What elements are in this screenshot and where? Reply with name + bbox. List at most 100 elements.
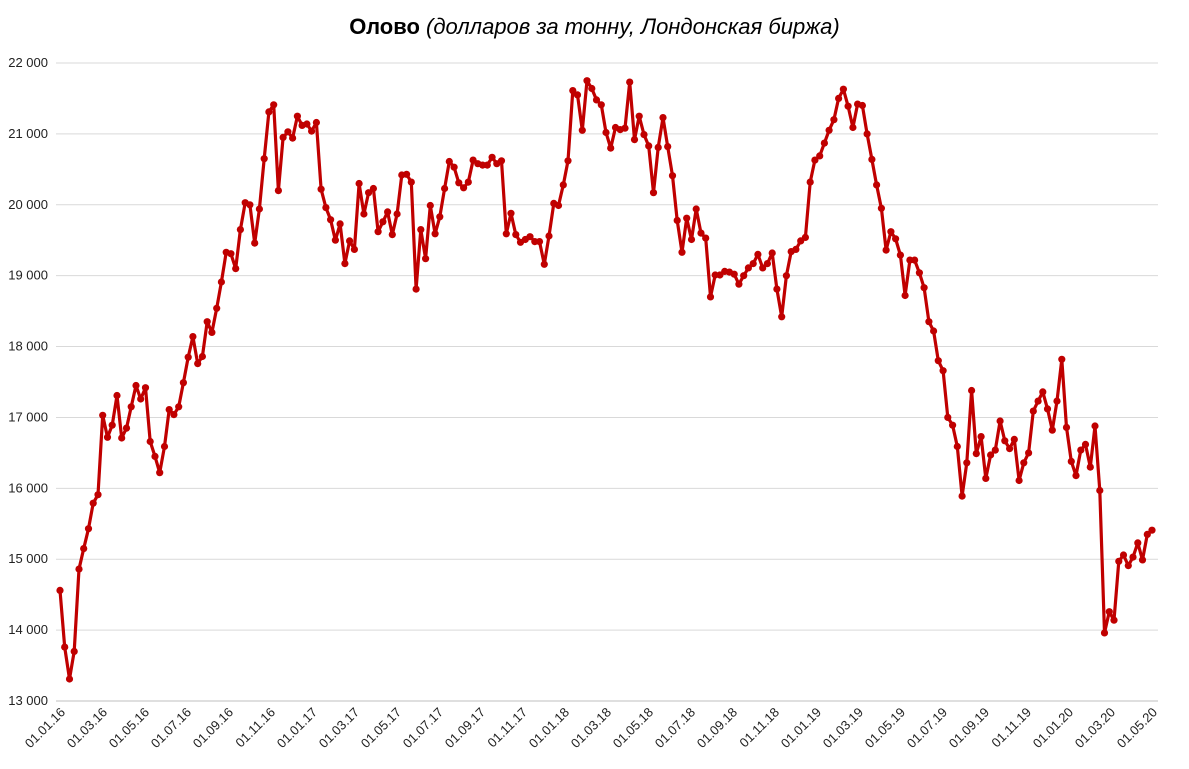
- data-point: [118, 434, 126, 442]
- data-point: [1091, 422, 1099, 430]
- y-tick-label: 22 000: [8, 55, 48, 70]
- data-point: [1010, 435, 1018, 443]
- data-point: [1077, 446, 1085, 454]
- x-tick-label: 01.01.20: [1030, 705, 1076, 751]
- data-point: [920, 284, 928, 292]
- data-point: [165, 406, 173, 414]
- data-point: [374, 228, 382, 236]
- x-tick-label: 01.05.16: [106, 705, 152, 751]
- data-point: [588, 84, 596, 93]
- data-point: [1006, 445, 1014, 453]
- data-point: [972, 450, 980, 458]
- x-tick-label: 01.01.19: [778, 705, 824, 751]
- data-point: [640, 131, 648, 139]
- data-point: [160, 442, 169, 451]
- data-point: [274, 187, 282, 195]
- data-point: [811, 156, 819, 164]
- data-point: [293, 112, 301, 120]
- data-point: [1015, 476, 1023, 485]
- data-point: [1053, 397, 1061, 405]
- data-point: [934, 357, 942, 365]
- data-point: [825, 126, 833, 134]
- data-point: [778, 313, 786, 321]
- data-point: [122, 424, 131, 432]
- chart-title: Олово (долларов за тонну, Лондонская бир…: [0, 14, 1189, 40]
- data-point: [483, 161, 491, 169]
- data-point: [70, 647, 78, 656]
- data-point: [977, 433, 985, 441]
- data-point: [464, 178, 472, 186]
- x-tick-label: 01.07.16: [148, 705, 194, 751]
- x-axis-ticks: 01.01.1601.03.1601.05.1601.07.1601.09.16…: [22, 705, 1160, 751]
- x-tick-label: 01.03.19: [820, 705, 866, 751]
- data-point: [573, 91, 582, 99]
- data-point: [251, 239, 259, 247]
- data-point: [350, 245, 358, 253]
- data-point: [502, 230, 510, 238]
- data-point: [754, 250, 762, 258]
- data-point: [94, 491, 102, 499]
- data-point: [939, 367, 947, 375]
- data-point: [645, 142, 653, 150]
- data-point: [1029, 407, 1037, 415]
- data-point: [583, 77, 591, 85]
- data-point: [801, 233, 810, 241]
- data-point: [265, 108, 273, 116]
- data-point: [621, 124, 629, 132]
- data-point: [963, 459, 971, 467]
- data-point: [635, 112, 643, 120]
- data-point: [1020, 459, 1028, 467]
- data-point: [683, 214, 691, 222]
- data-point: [450, 163, 458, 171]
- x-tick-label: 01.01.17: [274, 705, 320, 751]
- data-point: [706, 293, 715, 301]
- data-point: [877, 204, 886, 212]
- data-point: [203, 318, 211, 326]
- data-point: [839, 85, 848, 93]
- data-point: [113, 391, 121, 400]
- data-point: [417, 226, 425, 234]
- y-tick-label: 19 000: [8, 268, 48, 283]
- data-point: [987, 451, 995, 459]
- data-point: [436, 213, 444, 221]
- data-point: [868, 155, 876, 163]
- data-point: [996, 417, 1004, 425]
- y-axis-ticks: 13 000 14 000 15 000 16 000 17 000 18 000 19 0…: [8, 55, 48, 708]
- data-point: [260, 155, 268, 163]
- data-point: [56, 586, 64, 595]
- data-point: [540, 260, 548, 268]
- data-point: [331, 236, 339, 244]
- data-point: [607, 144, 615, 152]
- data-point: [849, 123, 857, 132]
- data-point: [782, 272, 791, 280]
- data-point: [460, 184, 468, 192]
- data-point: [141, 384, 150, 392]
- data-point: [156, 469, 164, 477]
- data-point: [559, 181, 567, 189]
- data-point: [659, 114, 667, 122]
- data-point: [403, 170, 411, 178]
- data-point: [545, 232, 553, 240]
- data-point: [915, 269, 924, 277]
- x-tick-label: 01.09.17: [442, 705, 488, 751]
- chart-title-main: Олово: [349, 14, 420, 39]
- x-tick-label: 01.09.19: [946, 705, 992, 751]
- x-tick-label: 01.05.17: [358, 705, 404, 751]
- data-point: [1143, 530, 1151, 539]
- data-point: [958, 492, 966, 500]
- data-point: [1129, 553, 1137, 561]
- data-point: [431, 230, 439, 238]
- data-point: [388, 231, 396, 239]
- data-point: [108, 421, 116, 429]
- data-point: [184, 353, 192, 361]
- data-point: [445, 157, 453, 166]
- data-point: [194, 360, 202, 368]
- data-point: [925, 318, 933, 326]
- data-point: [284, 128, 292, 136]
- data-point: [1043, 405, 1052, 413]
- data-point: [882, 246, 890, 254]
- data-point: [892, 235, 900, 243]
- data-point: [702, 234, 710, 242]
- data-point: [308, 127, 316, 135]
- data-point: [630, 136, 639, 144]
